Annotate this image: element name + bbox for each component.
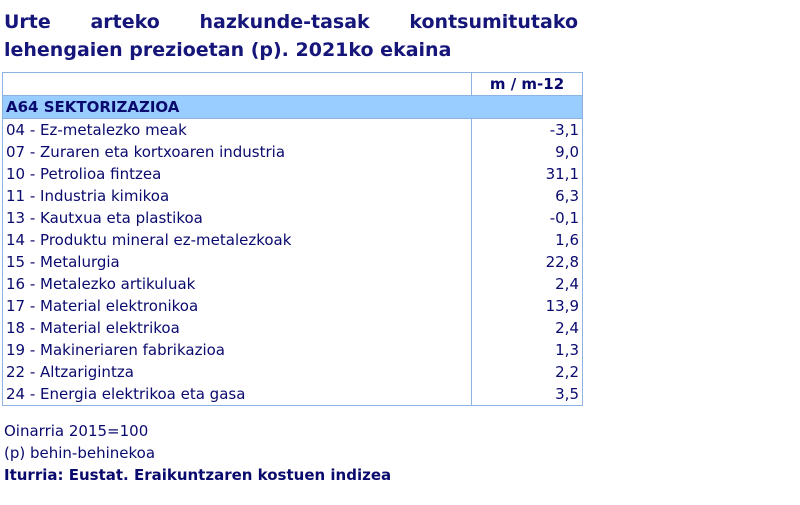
table-row: 19 - Makineriaren fabrikazioa 1,3 xyxy=(2,339,583,361)
row-value: 1,3 xyxy=(471,339,583,361)
table-row: 10 - Petrolioa fintzea 31,1 xyxy=(2,163,583,185)
section-row: A64 SEKTORIZAZIOA xyxy=(2,95,583,119)
table-row: 07 - Zuraren eta kortxoaren industria 9,0 xyxy=(2,141,583,163)
row-value: 31,1 xyxy=(471,163,583,185)
row-value: 9,0 xyxy=(471,141,583,163)
source: Iturria: Eustat. Eraikuntzaren kostuen i… xyxy=(4,466,392,484)
row-value: 2,4 xyxy=(471,273,583,295)
table-row: 14 - Produktu mineral ez-metalezkoak 1,6 xyxy=(2,229,583,251)
row-value: 1,6 xyxy=(471,229,583,251)
header-cell: m / m-12 xyxy=(471,72,583,96)
row-label: 11 - Industria kimikoa xyxy=(2,185,472,207)
row-value: -0,1 xyxy=(471,207,583,229)
table-row: 13 - Kautxua eta plastikoa -0,1 xyxy=(2,207,583,229)
row-label: 14 - Produktu mineral ez-metalezkoak xyxy=(2,229,472,251)
row-value: 22,8 xyxy=(471,251,583,273)
row-value: 2,4 xyxy=(471,317,583,339)
row-label: 19 - Makineriaren fabrikazioa xyxy=(2,339,472,361)
row-label: 10 - Petrolioa fintzea xyxy=(2,163,472,185)
title: Urte arteko hazkunde-tasak kontsumitutak… xyxy=(4,11,578,61)
row-label: 15 - Metalurgia xyxy=(2,251,472,273)
row-label: 17 - Material elektronikoa xyxy=(2,295,472,317)
row-label: 04 - Ez-metalezko meak xyxy=(2,118,472,141)
row-label: 16 - Metalezko artikuluak xyxy=(2,273,472,295)
table-row: 16 - Metalezko artikuluak 2,4 xyxy=(2,273,583,295)
row-value: -3,1 xyxy=(471,118,583,141)
row-label: 22 - Altzarigintza xyxy=(2,361,472,383)
row-value: 13,9 xyxy=(471,295,583,317)
row-label: 24 - Energia elektrikoa eta gasa xyxy=(2,383,472,406)
table-row: 24 - Energia elektrikoa eta gasa 3,5 xyxy=(2,383,583,406)
table-row: 18 - Material elektrikoa 2,4 xyxy=(2,317,583,339)
header-empty xyxy=(2,72,472,96)
row-value: 3,5 xyxy=(471,383,583,406)
row-label: 07 - Zuraren eta kortxoaren industria xyxy=(2,141,472,163)
section-label: A64 SEKTORIZAZIOA xyxy=(2,95,583,119)
table-row: 22 - Altzarigintza 2,2 xyxy=(2,361,583,383)
header-row: m / m-12 xyxy=(2,72,583,96)
data-table: m / m-12 A64 SEKTORIZAZIOA 04 - Ez-metal… xyxy=(2,72,583,406)
note: (p) behin-behinekoa xyxy=(4,444,156,462)
table-row: 15 - Metalurgia 22,8 xyxy=(2,251,583,273)
table-row: 11 - Industria kimikoa 6,3 xyxy=(2,185,583,207)
table-row: 04 - Ez-metalezko meak -3,1 xyxy=(2,118,583,141)
row-label: 13 - Kautxua eta plastikoa xyxy=(2,207,472,229)
note: Oinarria 2015=100 xyxy=(4,422,149,440)
table-row: 17 - Material elektronikoa 13,9 xyxy=(2,295,583,317)
row-value: 6,3 xyxy=(471,185,583,207)
row-label: 18 - Material elektrikoa xyxy=(2,317,472,339)
row-value: 2,2 xyxy=(471,361,583,383)
